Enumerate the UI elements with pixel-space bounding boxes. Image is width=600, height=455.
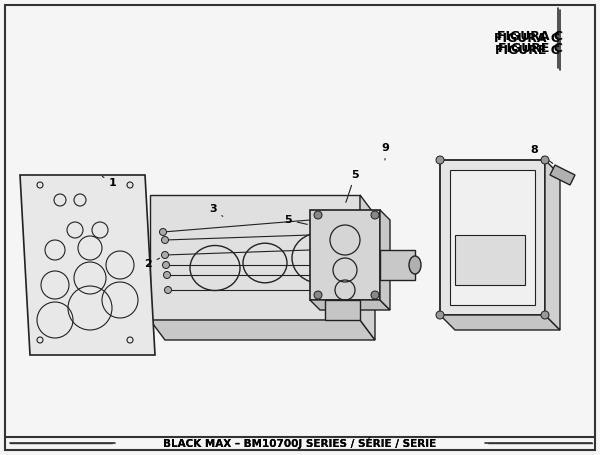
- Text: FIGURE C: FIGURE C: [494, 44, 559, 56]
- Polygon shape: [150, 195, 360, 320]
- Circle shape: [314, 211, 322, 219]
- Polygon shape: [380, 250, 415, 280]
- Polygon shape: [550, 165, 575, 185]
- Text: 7: 7: [396, 266, 410, 277]
- Circle shape: [541, 311, 549, 319]
- Polygon shape: [20, 175, 155, 355]
- Text: 5: 5: [346, 170, 359, 202]
- Circle shape: [161, 252, 169, 258]
- Text: 3: 3: [209, 204, 223, 216]
- Circle shape: [163, 272, 170, 278]
- Circle shape: [161, 237, 169, 243]
- Circle shape: [163, 262, 170, 268]
- Text: 4: 4: [324, 246, 335, 258]
- Polygon shape: [450, 170, 535, 305]
- Text: BLACK MAX – BM10700J SERIES / SÉRIE / SERIE: BLACK MAX – BM10700J SERIES / SÉRIE / SE…: [163, 437, 437, 449]
- Ellipse shape: [409, 256, 421, 274]
- Circle shape: [164, 287, 172, 293]
- Text: FIGURA C: FIGURA C: [497, 30, 563, 42]
- Polygon shape: [440, 315, 560, 330]
- Circle shape: [160, 228, 167, 236]
- Circle shape: [371, 291, 379, 299]
- Polygon shape: [150, 320, 375, 340]
- Polygon shape: [440, 160, 545, 315]
- Text: FIGURA C: FIGURA C: [494, 31, 560, 45]
- Circle shape: [436, 156, 444, 164]
- Text: 6: 6: [324, 288, 338, 300]
- Circle shape: [314, 291, 322, 299]
- Text: 9: 9: [381, 143, 389, 160]
- Circle shape: [436, 311, 444, 319]
- Polygon shape: [325, 300, 360, 320]
- Circle shape: [371, 211, 379, 219]
- Polygon shape: [310, 300, 390, 310]
- Polygon shape: [310, 210, 380, 300]
- Text: 5: 5: [284, 215, 307, 225]
- Text: 1: 1: [103, 177, 117, 188]
- Polygon shape: [380, 210, 390, 310]
- Text: 2: 2: [144, 258, 160, 269]
- Text: FIGURE C: FIGURE C: [497, 41, 562, 55]
- Text: BLACK MAX – BM10700J SERIES / SÉRIE / SERIE: BLACK MAX – BM10700J SERIES / SÉRIE / SE…: [163, 437, 437, 449]
- Polygon shape: [360, 195, 375, 340]
- Polygon shape: [545, 160, 560, 330]
- Text: 8: 8: [530, 145, 553, 163]
- Circle shape: [541, 156, 549, 164]
- Bar: [455, 235, 525, 285]
